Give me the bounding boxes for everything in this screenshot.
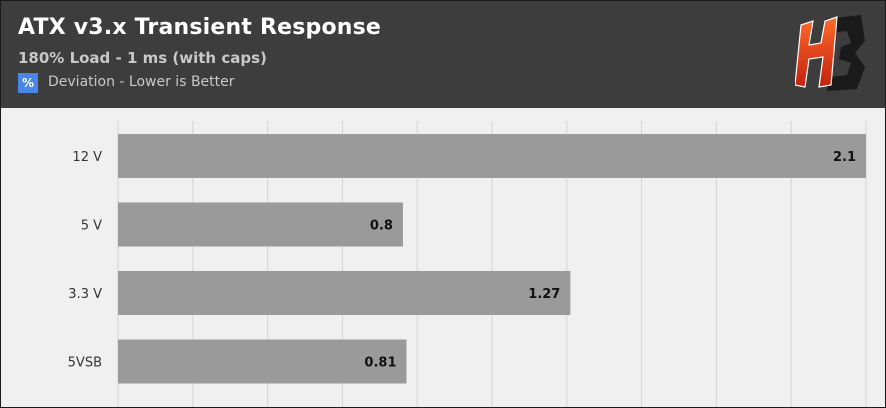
legend-label: Deviation - Lower is Better — [48, 74, 235, 90]
bar-5vsb — [118, 339, 407, 384]
category-label: 12 V — [72, 150, 102, 165]
bar-3-3-v — [118, 271, 571, 315]
chart-subtitle: 180% Load - 1 ms (with caps) — [18, 49, 267, 67]
value-label: 0.81 — [364, 356, 396, 371]
value-label: 0.8 — [370, 219, 393, 234]
bar-5-v — [118, 202, 403, 247]
category-label: 3.3 V — [68, 287, 102, 302]
value-label: 1.27 — [528, 287, 560, 302]
bar-12-v — [118, 134, 866, 178]
legend-percent-icon: % — [18, 73, 38, 93]
value-label: 2.1 — [833, 150, 856, 165]
category-label: 5 V — [81, 219, 102, 234]
hb-logo-icon — [795, 15, 865, 91]
category-label: 5VSB — [68, 356, 102, 371]
chart-header: ATX v3.x Transient Response 180% Load - … — [1, 1, 885, 108]
chart-title: ATX v3.x Transient Response — [18, 15, 382, 40]
